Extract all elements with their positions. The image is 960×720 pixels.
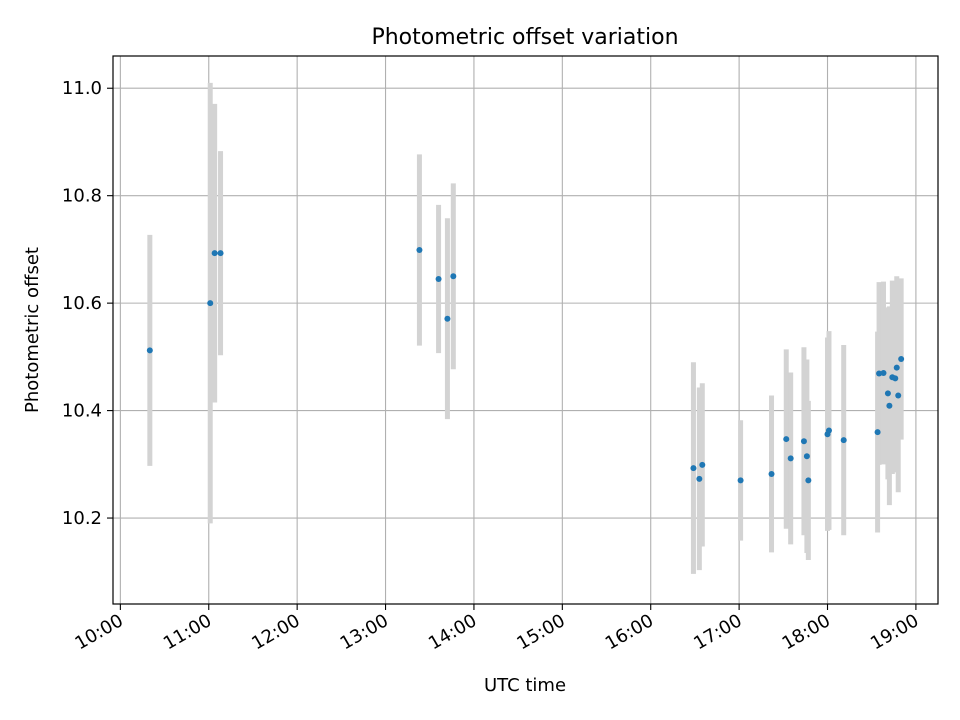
data-point xyxy=(803,453,810,460)
data-point xyxy=(737,477,744,484)
data-point xyxy=(217,250,224,257)
data-point xyxy=(783,436,790,443)
data-point xyxy=(874,429,881,436)
y-tick-label: 11.0 xyxy=(62,78,102,99)
data-point xyxy=(876,370,883,377)
data-point xyxy=(787,455,794,462)
data-point xyxy=(825,427,832,434)
data-point xyxy=(893,364,900,371)
data-point xyxy=(895,392,902,399)
data-point xyxy=(211,250,218,257)
x-tick-label: 11:00 xyxy=(160,610,215,654)
data-point xyxy=(696,475,703,482)
y-axis: 10.2 10.4 10.6 10.8 11.0 xyxy=(62,78,113,529)
data-point xyxy=(146,347,153,354)
data-point xyxy=(800,438,807,445)
data-point xyxy=(898,356,905,363)
x-tick-label: 14:00 xyxy=(425,610,480,654)
x-axis: 10:00 11:00 12:00 13:00 14:00 15:00 16:00 17:00… xyxy=(71,604,922,654)
y-tick-label: 10.6 xyxy=(62,293,102,314)
x-tick-label: 10:00 xyxy=(71,610,126,654)
x-tick-label: 12:00 xyxy=(248,610,303,654)
data-point xyxy=(768,470,775,477)
x-tick-label: 15:00 xyxy=(513,610,568,654)
x-tick-label: 19:00 xyxy=(867,610,922,654)
data-point xyxy=(416,246,423,253)
data-point xyxy=(207,300,214,307)
y-tick-label: 10.4 xyxy=(62,401,102,422)
data-points xyxy=(146,246,905,484)
grid xyxy=(113,56,938,604)
y-tick-label: 10.8 xyxy=(62,186,102,207)
y-tick-label: 10.2 xyxy=(62,508,102,529)
y-axis-label: Photometric offset xyxy=(22,247,43,413)
data-point xyxy=(435,275,442,282)
data-point xyxy=(699,461,706,468)
data-point xyxy=(690,465,697,472)
x-axis-label: UTC time xyxy=(484,675,566,696)
error-bars xyxy=(147,82,904,574)
data-point xyxy=(892,375,899,382)
data-point xyxy=(805,477,812,484)
data-point xyxy=(840,437,847,444)
chart-title: Photometric offset variation xyxy=(371,25,678,50)
plot-frame xyxy=(112,55,939,605)
data-point xyxy=(880,369,887,376)
data-point xyxy=(450,273,457,280)
data-point xyxy=(444,315,451,322)
x-tick-label: 18:00 xyxy=(779,610,834,654)
x-tick-label: 16:00 xyxy=(602,610,657,654)
x-tick-label: 13:00 xyxy=(337,610,392,654)
data-point xyxy=(884,390,891,397)
data-point xyxy=(886,402,893,409)
x-tick-label: 17:00 xyxy=(690,610,745,654)
